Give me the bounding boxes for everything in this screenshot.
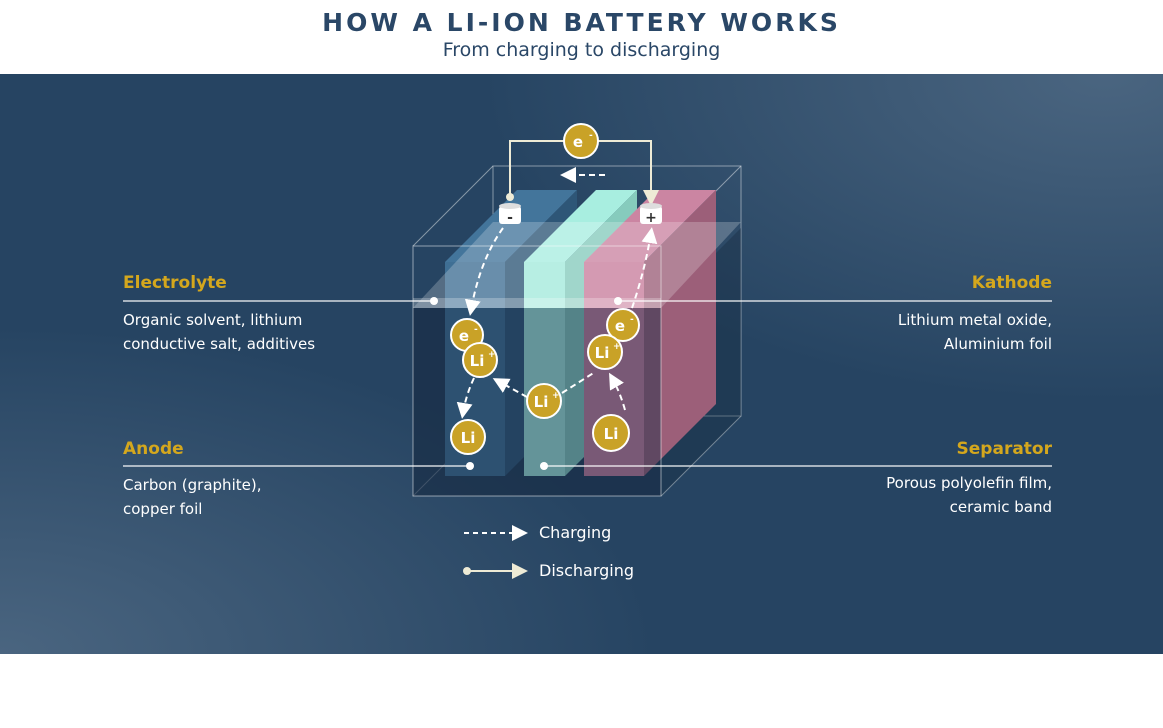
electrolyte-label: Electrolyte <box>123 273 227 293</box>
ion-paths <box>456 227 658 419</box>
separator-label: Separator <box>956 439 1052 459</box>
svg-text:+: + <box>488 350 496 360</box>
svg-text:-: - <box>589 131 593 141</box>
svg-text:+: + <box>645 210 657 226</box>
anode-label: Anode <box>123 439 184 459</box>
svg-text:Li: Li <box>461 429 476 447</box>
electrolyte-edge <box>413 298 661 308</box>
wire-connector-dot <box>506 193 514 201</box>
svg-text:-: - <box>507 210 513 226</box>
lithium-atom-cathode: Li <box>592 414 630 452</box>
legend-charging-label: Charging <box>539 523 612 542</box>
lithium-ion-cathode: Li + <box>587 334 623 370</box>
svg-text:Li: Li <box>470 352 485 370</box>
lithium-ion-separator: Li + <box>526 383 562 419</box>
electrolyte-surface <box>413 222 741 308</box>
svg-text:Li: Li <box>604 425 619 443</box>
svg-text:Li: Li <box>595 344 610 362</box>
svg-text:-: - <box>474 325 478 335</box>
svg-text:e: e <box>459 327 469 345</box>
page-title: HOW A LI-ION BATTERY WORKS <box>322 8 841 37</box>
svg-text:+: + <box>613 342 621 352</box>
negative-terminal: - <box>499 203 521 226</box>
svg-text:Li: Li <box>534 393 549 411</box>
page-subtitle: From charging to discharging <box>442 39 721 61</box>
svg-text:e: e <box>573 133 583 151</box>
cell-housing-front <box>412 245 662 497</box>
svg-text:-: - <box>630 315 634 325</box>
battery-diagram: - + e- e- Li + Li + e- Li + Li Li <box>123 123 1052 579</box>
separator-description: Porous polyolefin film, ceramic band <box>886 474 1052 516</box>
diagram-area: - + e- e- Li + Li + e- Li + Li Li Electroly… <box>0 74 1163 654</box>
lithium-ion-anode: Li + <box>462 342 498 378</box>
lithium-atom-anode: Li <box>450 419 486 455</box>
label-leader-lines <box>123 300 1052 467</box>
electron-particle-cathode: e- <box>606 308 640 342</box>
kathode-description: Lithium metal oxide, Aluminium foil <box>897 311 1052 353</box>
legend-discharging-label: Discharging <box>539 561 635 580</box>
positive-terminal: + <box>640 203 662 226</box>
header: HOW A LI-ION BATTERY WORKS From charging… <box>0 0 1163 74</box>
electrolyte-description: Organic solvent, lithium conductive salt,… <box>123 311 316 353</box>
svg-text:+: + <box>552 391 560 401</box>
anode-description: Carbon (graphite), copper foil <box>123 476 262 518</box>
electron-particle-circuit: e- <box>563 123 599 159</box>
svg-text:e: e <box>615 317 625 335</box>
kathode-label: Kathode <box>971 273 1052 293</box>
leader-dots <box>430 297 622 470</box>
